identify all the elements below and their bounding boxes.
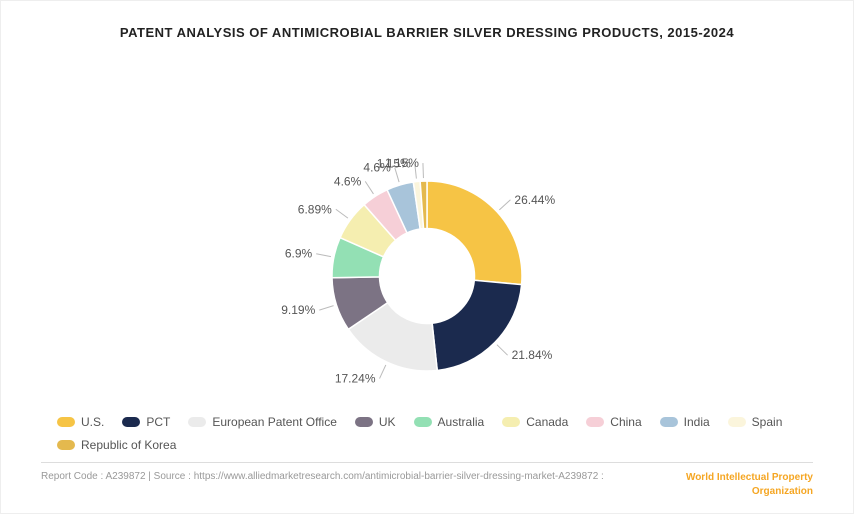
leader-line [499, 200, 510, 210]
legend-item: Spain [728, 411, 783, 433]
legend-item: PCT [122, 411, 170, 433]
leader-line [365, 181, 373, 194]
legend-item: China [586, 411, 641, 433]
slice-label: 9.19% [281, 303, 315, 317]
legend-swatch [414, 417, 432, 427]
slice-label: 4.6% [334, 174, 362, 188]
slice-label: 21.84% [512, 348, 553, 362]
legend-swatch [586, 417, 604, 427]
legend-swatch [57, 417, 75, 427]
legend-swatch [355, 417, 373, 427]
slice [427, 181, 522, 285]
legend-label: U.S. [81, 411, 104, 433]
legend-item: U.S. [57, 411, 104, 433]
chart-title: PATENT ANALYSIS OF ANTIMICROBIAL BARRIER… [1, 1, 853, 40]
legend-swatch [57, 440, 75, 450]
legend-swatch [502, 417, 520, 427]
leader-line [380, 365, 386, 379]
legend: U.S. PCT European Patent Office UK Australia… [57, 411, 813, 457]
legend-swatch [660, 417, 678, 427]
leader-line [319, 306, 333, 311]
slice-label: 1.15% [385, 156, 419, 170]
legend-item: Canada [502, 411, 568, 433]
legend-item: UK [355, 411, 396, 433]
slice-label: 6.9% [285, 247, 313, 261]
legend-label: Spain [752, 411, 783, 433]
footer: Report Code : A239872 | Source : https:/… [41, 462, 813, 499]
leader-line [423, 163, 424, 178]
legend-swatch [122, 417, 140, 427]
leader-line [316, 254, 331, 257]
slice [432, 280, 521, 370]
legend-item: India [660, 411, 710, 433]
chart-container: PATENT ANALYSIS OF ANTIMICROBIAL BARRIER… [0, 0, 854, 514]
legend-label: India [684, 411, 710, 433]
footer-attr-line2: Organization [752, 486, 813, 497]
donut-chart: 26.44%21.84%17.24%9.19%6.9%6.89%4.6%4.6%… [177, 106, 677, 426]
slice-label: 17.24% [335, 371, 376, 385]
legend-label: Republic of Korea [81, 434, 176, 456]
legend-label: European Patent Office [212, 411, 337, 433]
legend-swatch [728, 417, 746, 427]
leader-line [497, 345, 508, 356]
legend-item: European Patent Office [188, 411, 337, 433]
legend-item: Australia [414, 411, 485, 433]
slice-label: 6.89% [298, 202, 332, 216]
footer-source: Report Code : A239872 | Source : https:/… [41, 471, 604, 482]
legend-label: UK [379, 411, 396, 433]
legend-label: PCT [146, 411, 170, 433]
legend-label: Australia [438, 411, 485, 433]
slice-label: 26.44% [514, 193, 555, 207]
footer-attribution: World Intellectual Property Organization [686, 471, 813, 499]
legend-item: Republic of Korea [57, 434, 176, 456]
leader-line [336, 209, 348, 218]
legend-label: China [610, 411, 641, 433]
legend-label: Canada [526, 411, 568, 433]
donut-svg: 26.44%21.84%17.24%9.19%6.9%6.89%4.6%4.6%… [177, 106, 677, 426]
footer-attr-line1: World Intellectual Property [686, 472, 813, 483]
legend-swatch [188, 417, 206, 427]
